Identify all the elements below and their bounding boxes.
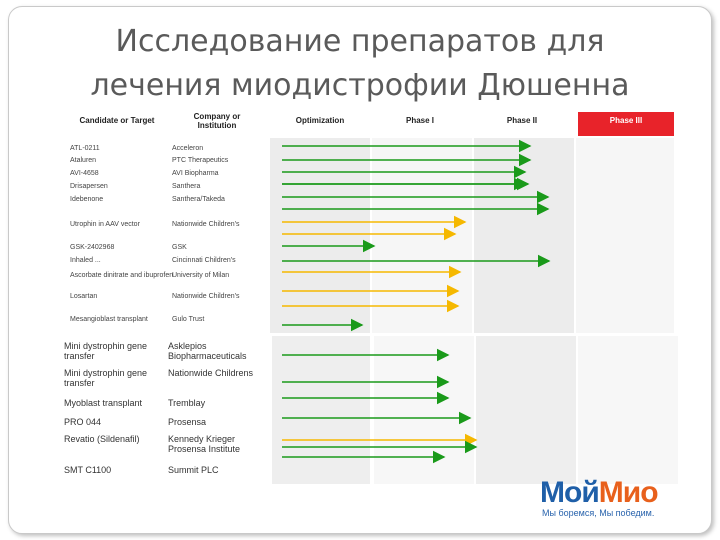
top-row-candidate: Ascorbate dinitrate and ibuprofen (70, 272, 174, 279)
top-row-company: Acceleron (172, 145, 204, 152)
top-row-company: Santhera (172, 183, 201, 190)
header-phase-2: Phase II (506, 116, 538, 125)
top-row-candidate: ATL-0211 (70, 145, 100, 152)
top-row-candidate: Idebenone (70, 196, 104, 203)
bottom-row-candidate: Revatio (Sildenafil) (64, 434, 140, 444)
title-line-2: лечения миодистрофии Дюшенна (90, 68, 630, 103)
top-row-company: University of Milan (172, 272, 230, 279)
lower-phase3-band (578, 336, 678, 484)
bottom-row-candidate: PRO 044 (64, 417, 102, 427)
bottom-row-candidate: Myoblast transplant (64, 398, 143, 408)
bottom-row-company: Asklepios Biopharmaceuticals (168, 341, 247, 361)
top-row-candidate: Inhaled ... (70, 257, 101, 264)
top-row-company: PTC Therapeutics (172, 157, 229, 164)
top-row-candidate: Utrophin in AAV vector (70, 221, 140, 228)
column-optimization-band (270, 138, 370, 333)
bottom-row-company: Prosensa (168, 417, 207, 427)
top-row-company: Nationwide Children's (172, 221, 240, 228)
top-row-candidate: Mesangioblast transplant (70, 316, 148, 323)
bottom-row-company: Kennedy Krieger Prosensa Institute (168, 434, 241, 454)
bottom-row-candidate: Mini dystrophin gene transfer (64, 368, 148, 388)
title-line-1: Исследование препаратов для (115, 24, 605, 59)
top-row-company: Cincinnati Children's (172, 257, 236, 264)
bottom-row-company: Summit PLC (168, 465, 219, 475)
lower-phase2-band (476, 336, 576, 484)
bottom-row-candidate: Mini dystrophin gene transfer (64, 341, 148, 361)
header-phase-3: Phase III (609, 116, 643, 125)
logo-part-2: Мио (598, 476, 659, 509)
logo-part-1: Мой (540, 476, 600, 509)
top-row-company: Santhera/Takeda (172, 196, 225, 203)
top-row-company: Gulo Trust (172, 316, 205, 323)
top-row-candidate: AVI-4658 (70, 170, 99, 177)
header-company: Company or Institution (193, 112, 241, 130)
bottom-row-candidate: SMT C1100 (64, 465, 112, 475)
top-row-candidate: Ataluren (70, 157, 97, 164)
bottom-row-company: Tremblay (168, 398, 206, 408)
top-row-candidate: GSK-2402968 (70, 244, 115, 251)
top-row-candidate: Drisapersen (70, 183, 108, 190)
top-row-candidate: Losartan (70, 293, 98, 300)
header-candidate: Candidate or Target (79, 116, 155, 125)
top-row-company: Nationwide Children's (172, 293, 240, 300)
lower-optimization-band (272, 336, 370, 484)
header-phase-1: Phase I (405, 116, 434, 125)
bottom-row-company: Nationwide Childrens (168, 368, 254, 378)
top-row-company: GSK (172, 244, 187, 251)
logo-tagline: Мы боремся, Мы победим. (542, 508, 655, 518)
column-phase3-band (576, 138, 674, 333)
header-phase-3-band (578, 112, 674, 136)
lower-phase1-band (374, 336, 474, 484)
moimio-logo: МойМио Мы боремся, Мы победим. (540, 476, 659, 519)
header-optimization: Optimization (295, 116, 345, 125)
slide-title: Исследование препаратов для лечения миод… (0, 20, 720, 108)
top-row-company: AVI Biopharma (172, 170, 219, 177)
